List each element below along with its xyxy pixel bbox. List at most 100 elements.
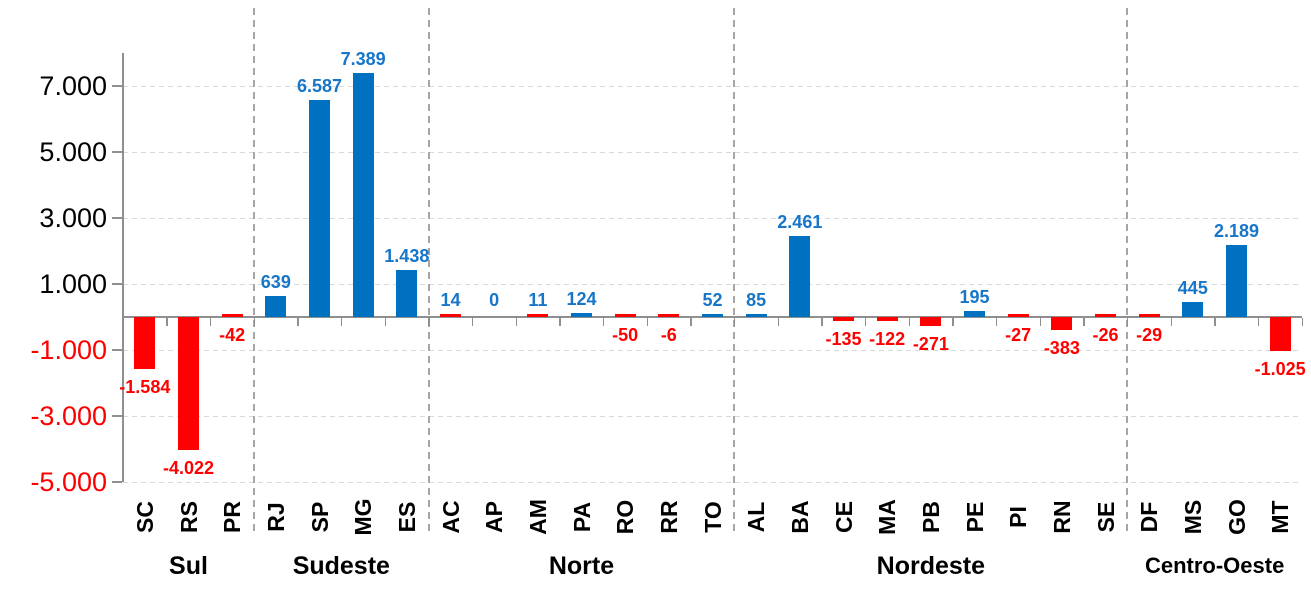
y-axis-tick xyxy=(112,283,122,285)
x-tick-label-CE: CE xyxy=(830,501,857,533)
x-tick-label-BA: BA xyxy=(786,500,813,534)
x-axis-tick xyxy=(122,318,124,326)
x-tick-label-MT: MT xyxy=(1267,500,1294,534)
gridline--5000 xyxy=(123,481,1302,483)
bar-ES xyxy=(396,269,418,317)
x-axis-tick xyxy=(952,318,954,326)
x-tick-label-AM: AM xyxy=(524,499,551,535)
x-tick-label-RN: RN xyxy=(1048,500,1075,534)
x-axis-tick xyxy=(908,318,910,326)
x-tick-label-PR: PR xyxy=(219,501,246,533)
bar-PI xyxy=(1007,314,1029,317)
x-axis-tick xyxy=(428,318,430,326)
x-axis-tick xyxy=(995,318,998,326)
x-axis-tick xyxy=(384,318,386,326)
value-label-RO: -50 xyxy=(612,325,639,345)
x-axis-tick xyxy=(1301,318,1303,326)
x-axis-tick xyxy=(297,318,299,326)
region-separator xyxy=(427,8,430,533)
value-label-MG: 7.389 xyxy=(340,49,386,70)
y-axis-tick xyxy=(112,349,122,351)
y-tick-label-7000: 7.000 xyxy=(39,71,107,101)
x-axis-tick xyxy=(1039,318,1041,326)
y-tick-label-1000: 1.000 xyxy=(39,269,107,299)
x-tick-label-AC: AC xyxy=(437,500,464,534)
bar-RJ xyxy=(265,295,287,317)
x-tick-label-PB: PB xyxy=(917,501,944,533)
x-tick-label-AL: AL xyxy=(743,501,770,533)
x-tick-label-RJ: RJ xyxy=(262,502,289,532)
x-axis-tick xyxy=(1170,318,1172,326)
x-tick-label-PI: PI xyxy=(1005,506,1032,528)
region-separator xyxy=(733,8,736,533)
x-tick-label-ES: ES xyxy=(393,501,420,533)
x-tick-label-SC: SC xyxy=(131,501,158,533)
x-tick-label-MA: MA xyxy=(874,499,901,535)
value-label-BA: 2.461 xyxy=(777,211,823,232)
x-tick-label-SE: SE xyxy=(1092,501,1119,533)
gridline-5000 xyxy=(123,151,1302,153)
value-label-PE: 195 xyxy=(959,286,990,307)
x-tick-label-RR: RR xyxy=(655,500,682,534)
x-tick-label-PA: PA xyxy=(568,501,595,533)
x-tick-label-RS: RS xyxy=(175,501,202,533)
y-tick-label--5000: -5.000 xyxy=(30,467,107,497)
x-axis-tick xyxy=(733,318,736,326)
x-axis-tick xyxy=(166,318,168,326)
bar-AC xyxy=(440,314,461,317)
bar-MA xyxy=(876,317,898,322)
x-axis-tick xyxy=(209,318,212,326)
x-axis-tick xyxy=(1083,318,1085,326)
value-label-PR: -42 xyxy=(219,325,246,345)
bar-BA xyxy=(789,235,811,317)
x-tick-label-TO: TO xyxy=(699,501,726,533)
x-tick-label-DF: DF xyxy=(1136,501,1163,533)
value-label-MS: 445 xyxy=(1177,278,1208,299)
gridline-3000 xyxy=(123,217,1302,219)
value-label-PI: -27 xyxy=(1005,325,1032,345)
y-axis-line xyxy=(122,53,124,482)
region-label-nordeste: Nordeste xyxy=(876,552,986,580)
bar-AL xyxy=(745,314,767,317)
bar-DF xyxy=(1138,314,1160,317)
value-label-RR: -6 xyxy=(660,325,677,345)
value-label-CE: -135 xyxy=(825,329,862,350)
bar-MS xyxy=(1182,302,1204,317)
bar-CE xyxy=(833,317,854,322)
region-separator xyxy=(253,8,255,533)
x-tick-label-SP: SP xyxy=(306,501,333,533)
x-tick-label-MS: MS xyxy=(1179,499,1206,535)
x-tick-label-RO: RO xyxy=(612,499,639,535)
value-label-TO: 52 xyxy=(702,290,723,310)
value-label-AL: 85 xyxy=(746,290,767,310)
region-label-sudeste: Sudeste xyxy=(292,552,390,580)
x-axis-tick xyxy=(253,318,255,326)
x-axis-tick xyxy=(1214,318,1216,326)
value-label-MA: -122 xyxy=(869,329,906,350)
value-label-MT: -1.025 xyxy=(1254,358,1306,379)
y-tick-label--1000: -1.000 xyxy=(30,335,107,365)
bar-RS xyxy=(178,317,199,450)
value-label-ES: 1.438 xyxy=(384,245,430,266)
bar-SC xyxy=(134,317,156,370)
value-label-DF: -29 xyxy=(1136,325,1163,345)
value-label-GO: 2.189 xyxy=(1213,220,1260,241)
bar-RR xyxy=(658,314,680,317)
region-label-centro-oeste: Centro-Oeste xyxy=(1144,553,1285,578)
y-axis-tick xyxy=(112,217,122,219)
value-label-RJ: 639 xyxy=(260,271,291,292)
x-axis-tick xyxy=(559,318,561,326)
x-tick-label-MG: MG xyxy=(350,498,377,536)
x-axis-tick xyxy=(471,318,474,326)
value-label-SP: 6.587 xyxy=(296,75,343,96)
gridline-7000 xyxy=(123,85,1302,87)
x-axis-tick xyxy=(821,318,823,326)
gridline--3000 xyxy=(123,415,1302,417)
region-separator xyxy=(1126,8,1129,533)
bar-GO xyxy=(1226,244,1247,317)
x-axis-tick xyxy=(646,318,648,326)
y-axis-tick xyxy=(112,151,122,153)
bar-MG xyxy=(352,73,374,317)
bar-TO xyxy=(702,314,723,317)
